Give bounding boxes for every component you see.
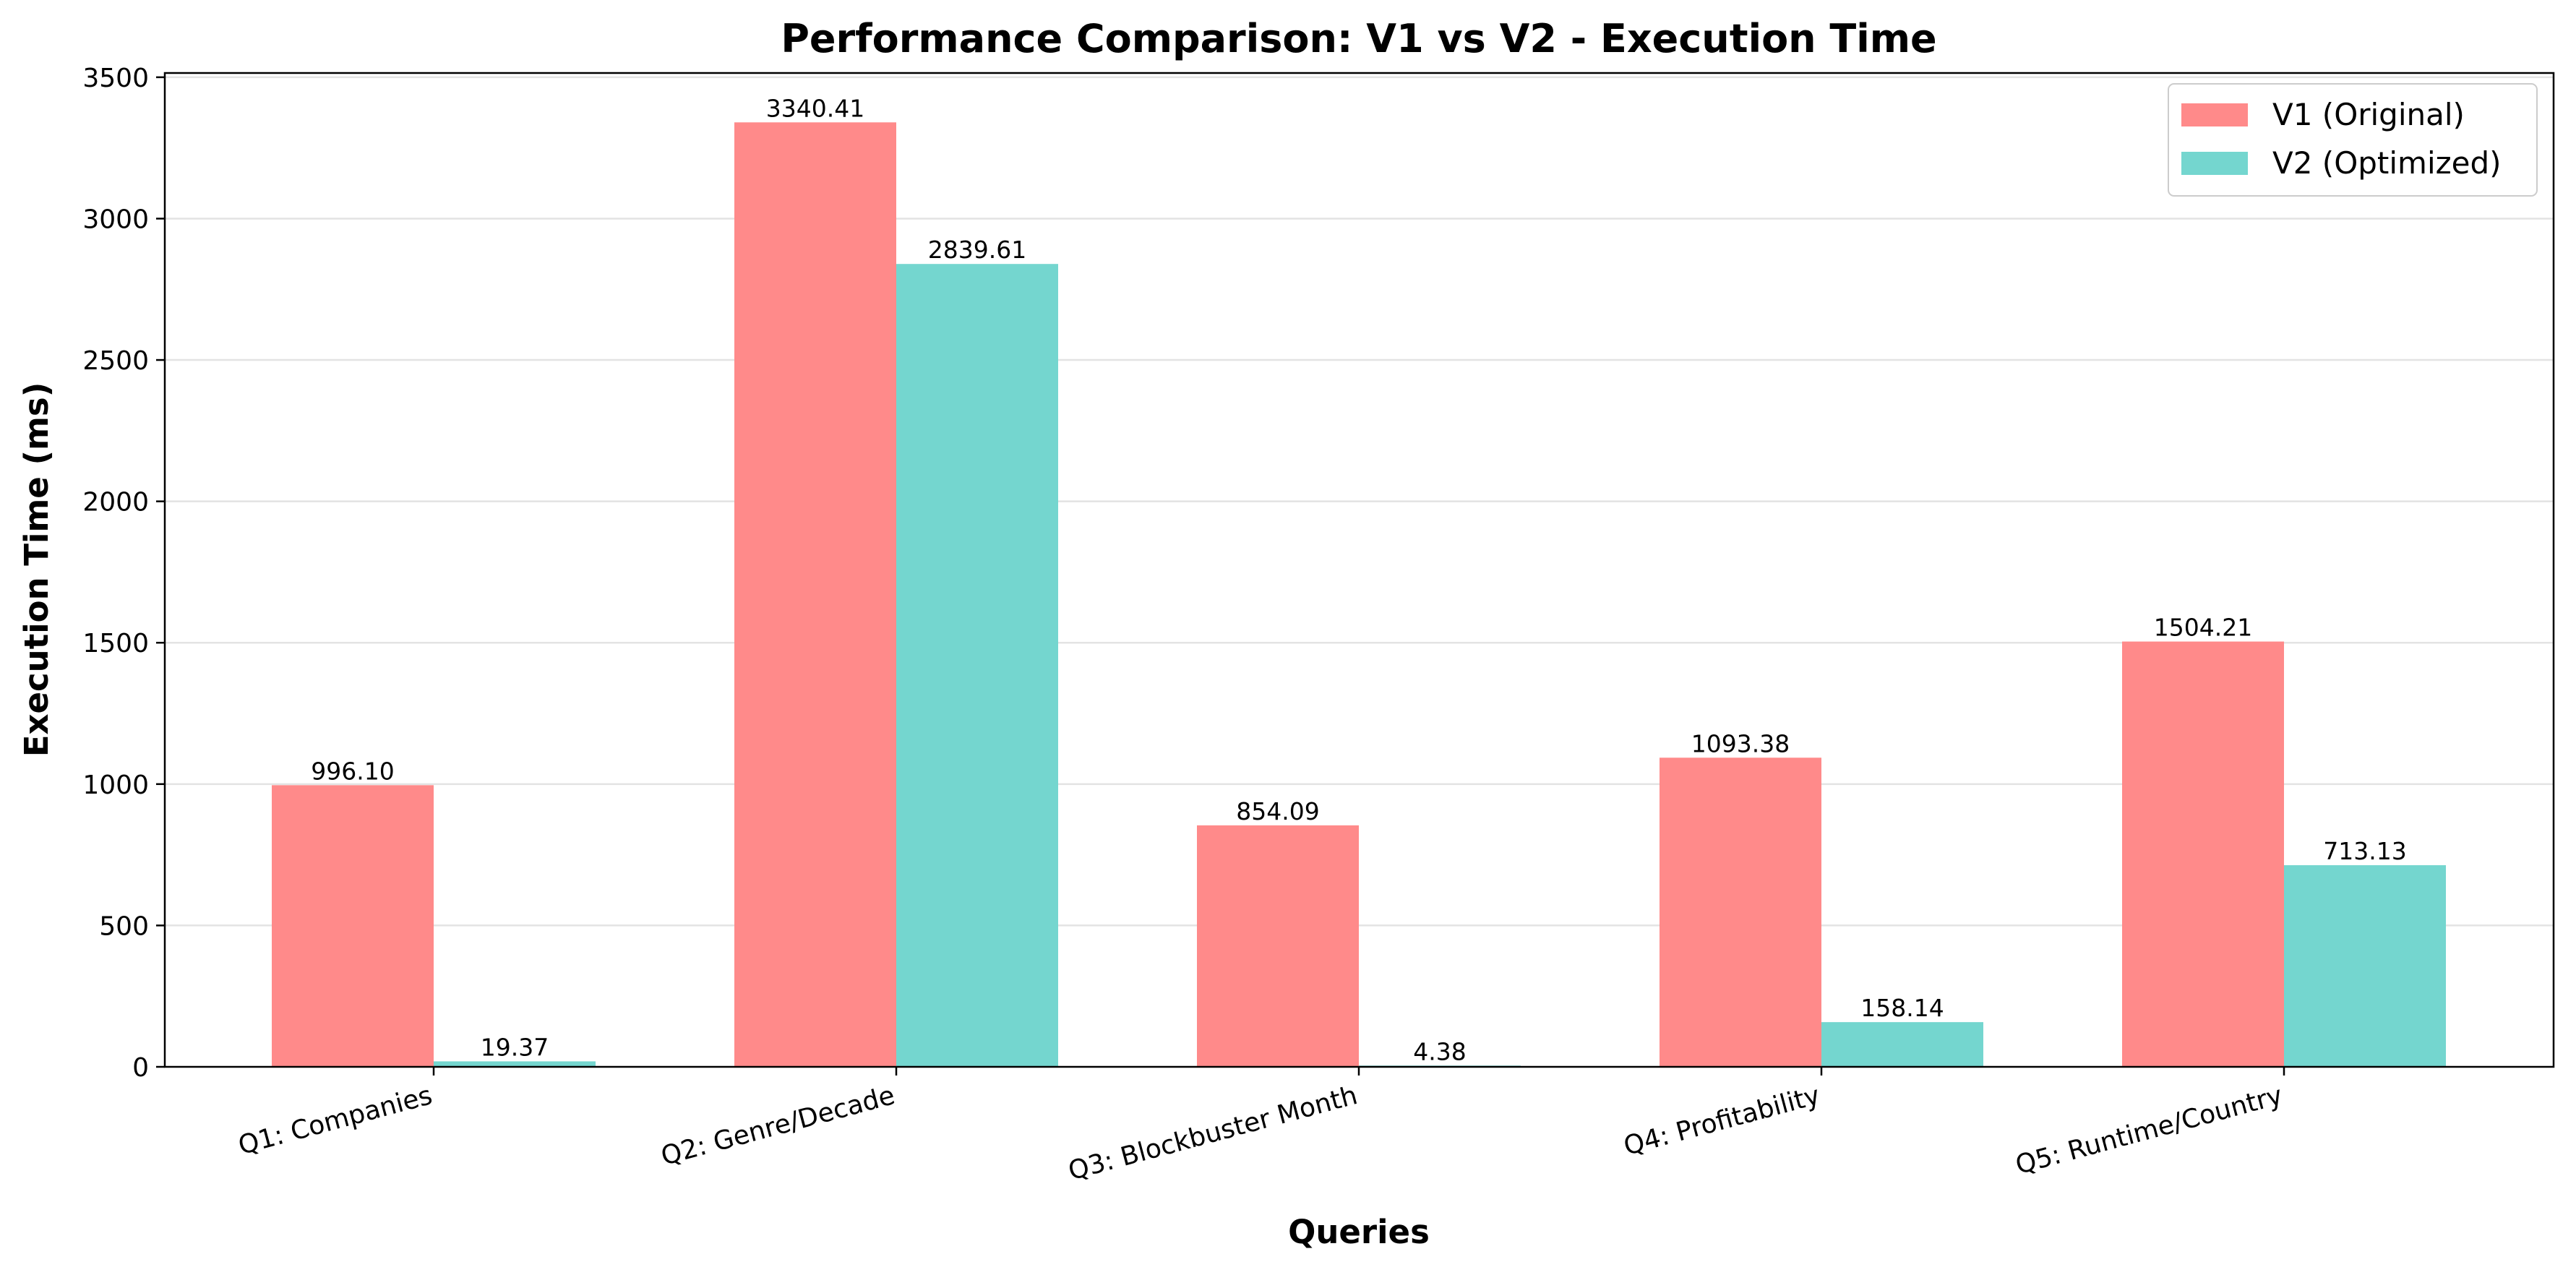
bar-value-label: 19.37 xyxy=(481,1033,549,1061)
grid-lines xyxy=(165,76,2554,927)
bar-v2-q4 xyxy=(1821,1022,1983,1067)
bar-v2-q5 xyxy=(2284,865,2446,1067)
y-tick-label: 1000 xyxy=(82,770,149,800)
bar-value-label: 3340.41 xyxy=(766,94,864,122)
bar-value-label: 854.09 xyxy=(1236,797,1319,825)
bar-value-label: 1093.38 xyxy=(1691,729,1790,757)
bar-v1-q4 xyxy=(1660,757,1821,1067)
legend-label-v1: V1 (Original) xyxy=(2272,97,2465,132)
y-tick-label: 3500 xyxy=(82,64,149,93)
bar-v1-q2 xyxy=(734,122,896,1067)
y-tick-label: 1500 xyxy=(82,629,149,658)
y-tick-label: 500 xyxy=(99,911,149,941)
bar-value-label: 713.13 xyxy=(2323,837,2406,865)
y-tick-label: 3000 xyxy=(82,205,149,234)
legend-swatch-v1 xyxy=(2181,103,2248,126)
y-tick-label: 0 xyxy=(132,1053,149,1083)
bar-v1-q1 xyxy=(272,785,434,1067)
y-axis-ticks: 0 500 1000 1500 2000 2500 3000 3500 xyxy=(82,64,165,1083)
bar-v1-q5 xyxy=(2122,641,2284,1067)
bar-value-labels: 996.10 3340.41 854.09 1093.38 1504.21 19.37 28… xyxy=(311,94,2406,1065)
bar-value-label: 996.10 xyxy=(311,757,394,785)
legend-box xyxy=(2168,83,2538,197)
bar-value-label: 4.38 xyxy=(1413,1037,1466,1065)
y-tick-label: 2000 xyxy=(82,488,149,518)
legend: V1 (Original) V2 (Optimized) xyxy=(2168,83,2538,197)
bars xyxy=(272,122,2446,1068)
y-axis-label: Execution Time (ms) xyxy=(17,382,56,757)
bar-v2-q2 xyxy=(896,264,1058,1068)
bar-value-label: 158.14 xyxy=(1860,994,1944,1022)
bar-value-label: 1504.21 xyxy=(2154,614,2252,642)
bar-v1-q3 xyxy=(1197,825,1359,1067)
chart-title: Performance Comparison: V1 vs V2 - Execu… xyxy=(781,16,1936,61)
x-axis-label: Queries xyxy=(1288,1213,1430,1251)
legend-swatch-v2 xyxy=(2181,152,2248,175)
y-tick-label: 2500 xyxy=(82,346,149,376)
bar-value-label: 2839.61 xyxy=(928,236,1026,264)
legend-label-v2: V2 (Optimized) xyxy=(2272,145,2502,181)
bar-v2-q1 xyxy=(434,1061,596,1067)
